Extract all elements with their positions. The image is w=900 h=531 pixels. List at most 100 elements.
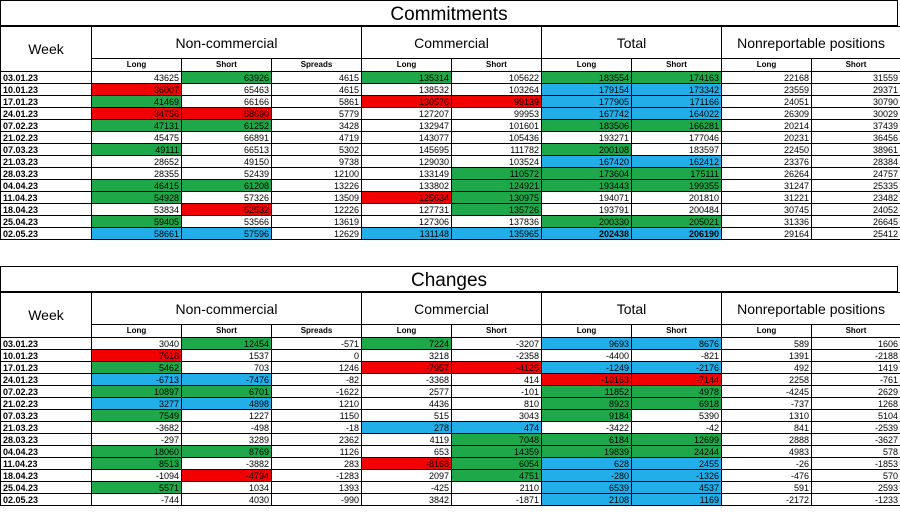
- data-cell: -1283: [271, 469, 362, 482]
- data-cell: 3218: [361, 349, 452, 362]
- data-cell: 133149: [361, 167, 452, 180]
- data-cell: 4615: [271, 71, 362, 84]
- data-cell: 841: [721, 421, 813, 434]
- data-cell: 1391: [721, 349, 813, 362]
- data-cell: 23482: [811, 191, 900, 204]
- table-row: 10.01.23 36007 65463 4615 138532 103264 179154…: [0, 83, 900, 96]
- column-header: Short: [181, 58, 272, 72]
- data-cell: -1871: [451, 493, 542, 506]
- data-cell: 34756: [91, 107, 182, 120]
- data-cell: 0: [271, 349, 362, 362]
- data-cell: 166281: [630, 119, 723, 132]
- data-cell: -3882: [181, 457, 272, 470]
- data-cell: 167420: [541, 155, 632, 168]
- data-cell: 1169: [630, 493, 723, 506]
- data-cell: 167742: [541, 107, 632, 120]
- data-cell: -26: [721, 457, 813, 470]
- table-row: 03.01.23 43625 63926 4615 135314 105622 183554…: [0, 71, 900, 84]
- data-cell: 18060: [91, 445, 182, 458]
- data-cell: 2097: [361, 469, 452, 482]
- data-cell: 5390: [630, 409, 723, 422]
- data-cell: 11852: [541, 385, 632, 398]
- data-cell: 164022: [630, 107, 723, 120]
- data-cell: 127731: [361, 203, 452, 216]
- table-row: 18.04.23 -1094 -4794 -1283 2097 4751 -280 -1326…: [0, 469, 900, 482]
- column-header: Long: [721, 324, 813, 338]
- data-cell: 2108: [541, 493, 632, 506]
- data-cell: 24052: [811, 203, 900, 216]
- data-cell: 12226: [271, 203, 362, 216]
- data-cell: -8168: [361, 457, 452, 470]
- table-row: 21.02.23 3277 4898 1210 4436 810 8923 6918 -737 1…: [0, 397, 900, 410]
- data-cell: 578: [811, 445, 900, 458]
- data-cell: 183554: [541, 71, 632, 84]
- table-row: 17.01.23 41469 66166 5861 130576 99139 177905 1…: [0, 95, 900, 108]
- data-cell: 4537: [630, 481, 723, 494]
- data-cell: 24757: [811, 167, 900, 180]
- data-cell: -42: [630, 421, 723, 434]
- data-cell: 8676: [630, 337, 723, 350]
- data-cell: 4751: [451, 469, 542, 482]
- data-cell: -737: [721, 397, 813, 410]
- table-row: 17.01.23 5462 703 1246 -7957 -4125 -1249 -2176 4…: [0, 361, 900, 374]
- data-cell: -1622: [271, 385, 362, 398]
- data-cell: 24244: [630, 445, 723, 458]
- table-row: 07.03.23 49111 66513 5302 145695 111782 200108…: [0, 143, 900, 156]
- group-header: Nonreportable positions: [721, 292, 900, 325]
- data-cell: 177905: [541, 95, 632, 108]
- data-cell: 52439: [181, 167, 272, 180]
- column-header: Short: [181, 324, 272, 338]
- group-header: Nonreportable positions: [721, 26, 900, 59]
- data-cell: 6054: [451, 457, 542, 470]
- data-cell: 61208: [181, 179, 272, 192]
- column-header: Short: [451, 58, 542, 72]
- group-header: Total: [540, 292, 723, 325]
- week-date: 28.03.23: [0, 167, 92, 180]
- data-cell: 30745: [721, 203, 813, 216]
- data-cell: 13509: [271, 191, 362, 204]
- data-cell: 2362: [271, 433, 362, 446]
- column-header: Spreads: [271, 58, 362, 72]
- data-cell: 199355: [630, 179, 723, 192]
- data-cell: 2577: [361, 385, 452, 398]
- data-cell: -476: [721, 469, 813, 482]
- data-cell: -4245: [721, 385, 813, 398]
- data-cell: -1249: [541, 361, 632, 374]
- column-header: Long: [91, 58, 182, 72]
- table-row: 25.04.23 5571 1034 1393 -425 2110 6539 4537 591 2…: [0, 481, 900, 494]
- data-cell: 105622: [451, 71, 542, 84]
- data-cell: 137836: [451, 215, 542, 228]
- data-cell: 23376: [721, 155, 813, 168]
- data-cell: 54928: [91, 191, 182, 204]
- week-date: 02.05.23: [0, 493, 92, 506]
- data-cell: 29164: [721, 227, 813, 240]
- table-row: 21.03.23 28652 49150 9738 129030 103524 167420…: [0, 155, 900, 168]
- data-cell: 1310: [721, 409, 813, 422]
- data-cell: 65463: [181, 83, 272, 96]
- data-cell: 110572: [451, 167, 542, 180]
- data-cell: -18: [271, 421, 362, 434]
- data-cell: 36007: [91, 83, 182, 96]
- data-cell: 22168: [721, 71, 813, 84]
- data-cell: 129030: [361, 155, 452, 168]
- data-cell: 2888: [721, 433, 813, 446]
- data-cell: -82: [271, 373, 362, 386]
- data-cell: 105436: [451, 131, 542, 144]
- data-cell: 5571: [91, 481, 182, 494]
- data-cell: 810: [451, 397, 542, 410]
- data-cell: 3428: [271, 119, 362, 132]
- week-date: 18.04.23: [0, 469, 92, 482]
- data-cell: 23559: [721, 83, 813, 96]
- data-cell: -2172: [721, 493, 813, 506]
- data-cell: 28355: [91, 167, 182, 180]
- data-cell: 183597: [630, 143, 723, 156]
- table-row: 10.01.23 7618 1537 0 3218 -2358 -4400 -821 1391-…: [0, 349, 900, 362]
- group-header: Commercial: [361, 26, 542, 59]
- data-cell: 45475: [91, 131, 182, 144]
- data-cell: 31247: [721, 179, 813, 192]
- data-cell: 1034: [181, 481, 272, 494]
- data-cell: 1150: [271, 409, 362, 422]
- data-cell: -2188: [811, 349, 900, 362]
- data-cell: 1210: [271, 397, 362, 410]
- data-cell: 138532: [361, 83, 452, 96]
